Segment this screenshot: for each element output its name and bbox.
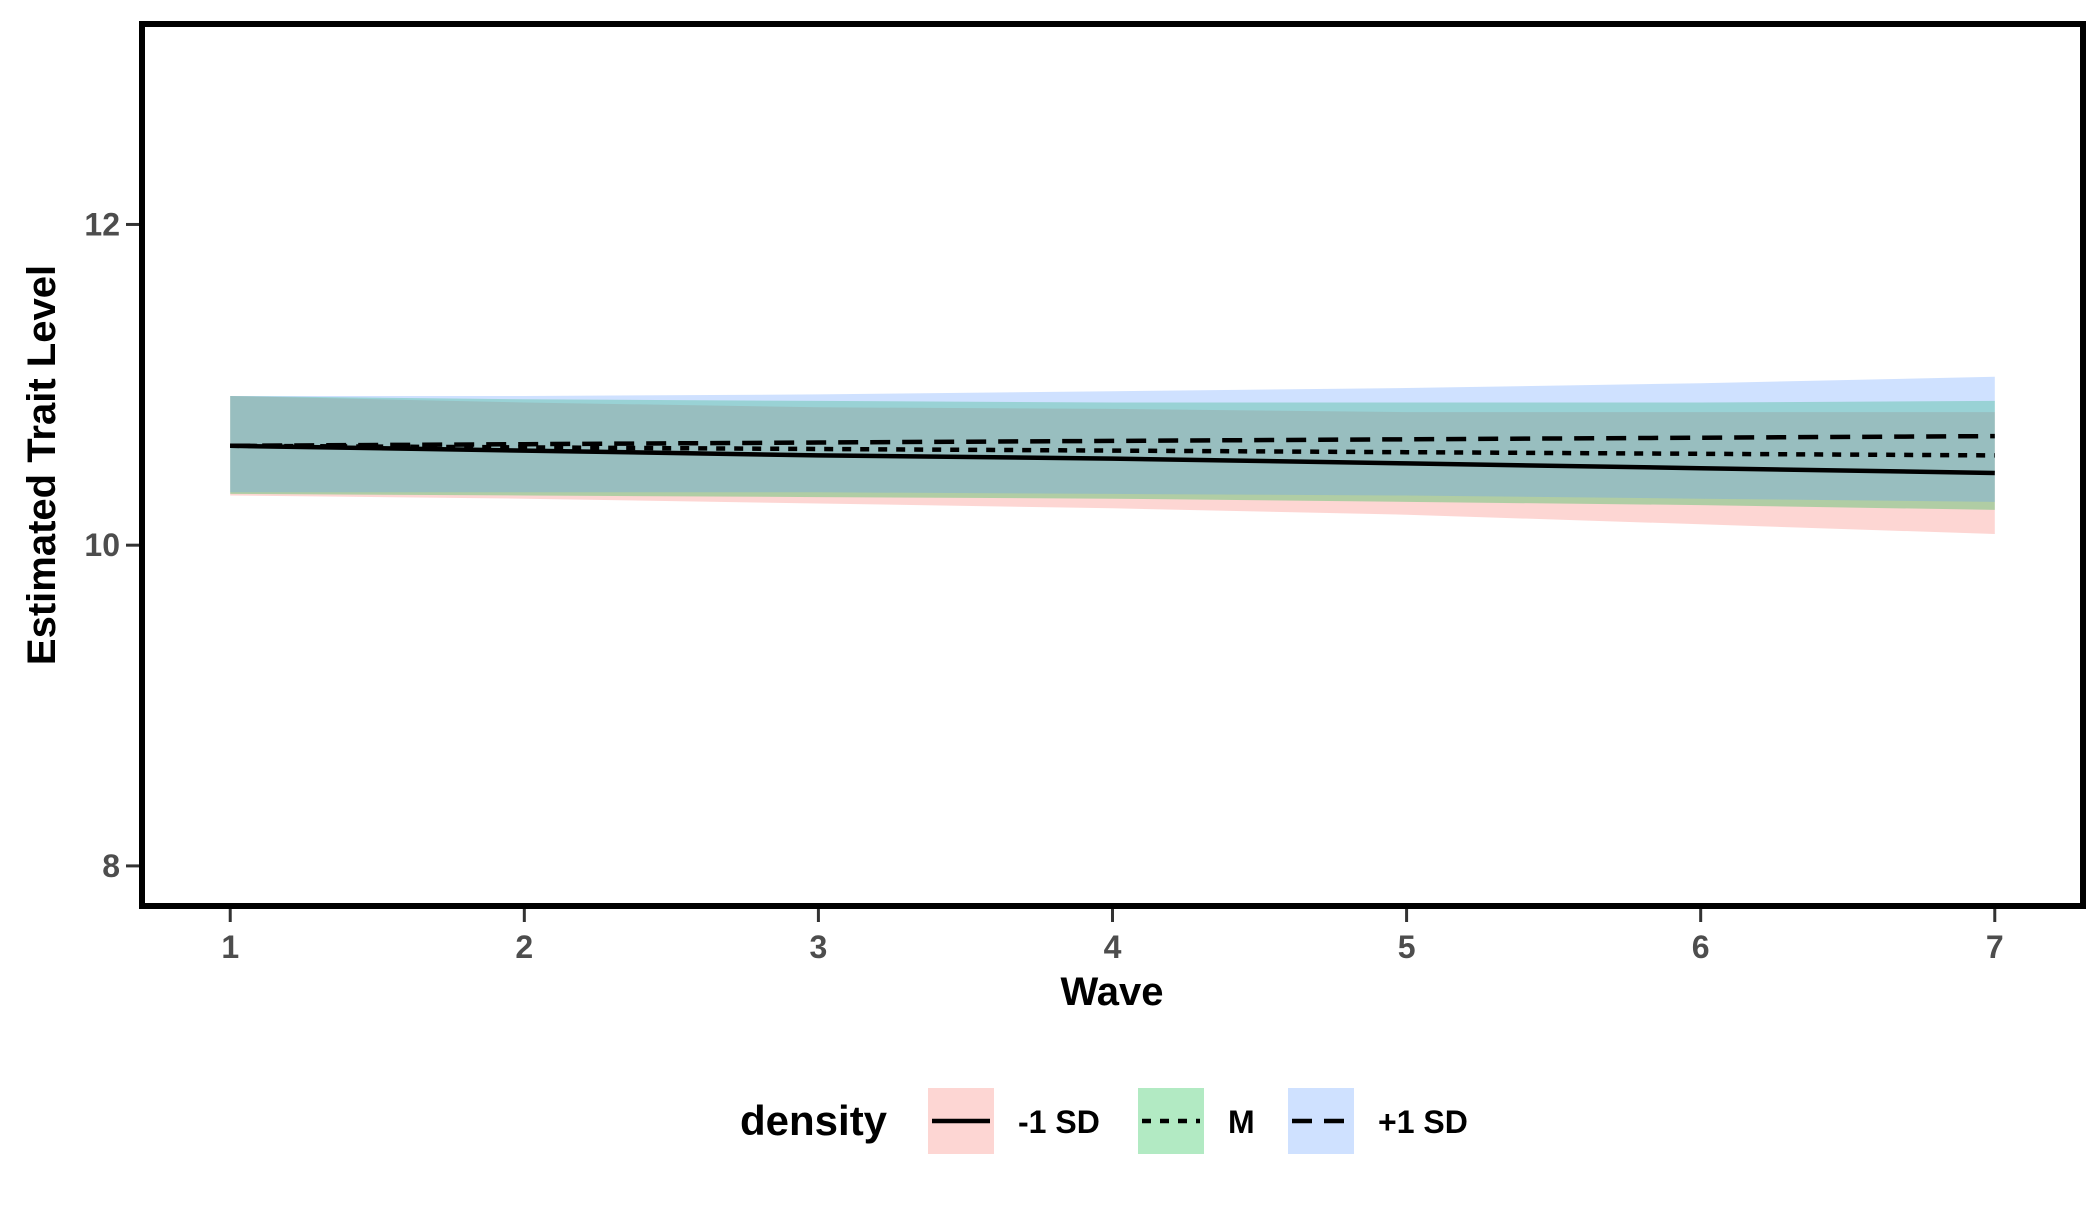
x-tick-label: 5 [1398,929,1416,965]
line-minus-1-sd [230,443,1995,476]
x-tick-label: 7 [1986,929,2004,965]
x-tick-label: 2 [515,929,533,965]
x-axis-label: Wave [1060,970,1163,1014]
x-tick-label: 4 [1104,929,1122,965]
legend-item-m: M [1138,1088,1255,1154]
band-m [230,396,1995,510]
band-minus-1-sd [230,396,1995,534]
x-tick-label: 6 [1692,929,1710,965]
line-plus-1-sd [230,433,1995,449]
y-tick-label: 10 [84,527,120,563]
line-m [230,443,1995,458]
y-tick-label: 12 [84,206,120,242]
legend: density -1 SD M +1 SD [740,1088,1468,1154]
confidence-bands [230,376,1995,534]
y-tick-label: 8 [102,848,120,884]
legend-item-minus-1-sd: -1 SD [928,1088,1100,1154]
legend-label: +1 SD [1378,1104,1468,1140]
x-tick-label: 3 [810,929,828,965]
legend-item-plus-1-sd: +1 SD [1288,1088,1468,1154]
legend-label: -1 SD [1018,1104,1100,1140]
legend-title: density [740,1097,888,1144]
legend-keys: -1 SD M +1 SD [928,1088,1468,1154]
panel-border [139,21,2086,909]
legend-label: M [1228,1104,1255,1140]
series-lines [230,433,1995,476]
y-axis-label: Estimated Trait Level [20,265,64,665]
x-tick-label: 1 [221,929,239,965]
